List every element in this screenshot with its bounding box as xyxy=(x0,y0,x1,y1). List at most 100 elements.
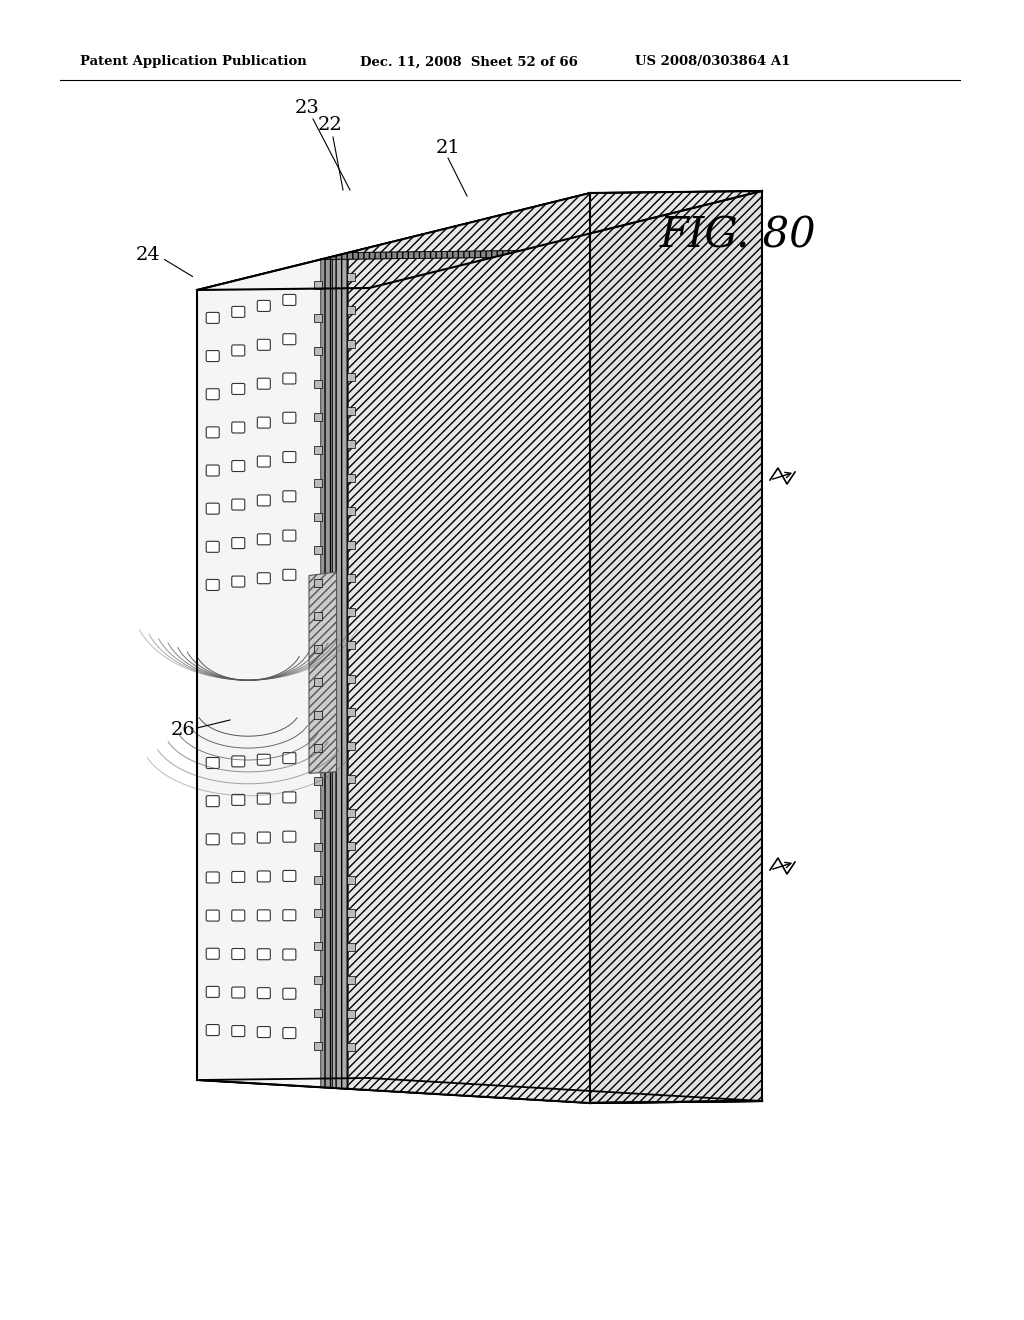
FancyBboxPatch shape xyxy=(283,451,296,462)
FancyBboxPatch shape xyxy=(283,909,296,921)
Text: US 2008/0303864 A1: US 2008/0303864 A1 xyxy=(635,55,791,69)
FancyBboxPatch shape xyxy=(257,379,270,389)
FancyBboxPatch shape xyxy=(206,796,219,807)
FancyBboxPatch shape xyxy=(206,541,219,552)
FancyBboxPatch shape xyxy=(257,417,270,428)
Polygon shape xyxy=(197,193,590,1104)
Polygon shape xyxy=(197,1078,762,1104)
FancyBboxPatch shape xyxy=(257,1027,270,1038)
Bar xyxy=(313,578,322,586)
FancyBboxPatch shape xyxy=(206,351,219,362)
FancyBboxPatch shape xyxy=(206,758,219,768)
Bar xyxy=(347,642,355,649)
FancyBboxPatch shape xyxy=(206,948,219,960)
FancyBboxPatch shape xyxy=(283,870,296,882)
Bar xyxy=(313,347,322,355)
Bar xyxy=(347,875,355,884)
FancyBboxPatch shape xyxy=(206,1024,219,1036)
FancyBboxPatch shape xyxy=(206,834,219,845)
FancyBboxPatch shape xyxy=(257,754,270,766)
Polygon shape xyxy=(590,191,762,1104)
Text: Patent Application Publication: Patent Application Publication xyxy=(80,55,307,69)
FancyBboxPatch shape xyxy=(231,345,245,356)
Bar xyxy=(347,675,355,682)
Polygon shape xyxy=(197,191,762,290)
FancyBboxPatch shape xyxy=(283,334,296,345)
FancyBboxPatch shape xyxy=(283,531,296,541)
Bar xyxy=(313,512,322,520)
Bar xyxy=(313,942,322,950)
FancyBboxPatch shape xyxy=(206,503,219,515)
Bar xyxy=(313,777,322,785)
Polygon shape xyxy=(321,251,520,260)
Bar xyxy=(313,479,322,487)
FancyBboxPatch shape xyxy=(231,422,245,433)
FancyBboxPatch shape xyxy=(231,871,245,883)
FancyBboxPatch shape xyxy=(283,989,296,999)
Bar xyxy=(347,775,355,783)
Bar xyxy=(313,1041,322,1049)
Text: Dec. 11, 2008  Sheet 52 of 66: Dec. 11, 2008 Sheet 52 of 66 xyxy=(360,55,578,69)
Text: 22: 22 xyxy=(317,116,342,135)
FancyBboxPatch shape xyxy=(283,1027,296,1039)
FancyBboxPatch shape xyxy=(257,573,270,583)
Text: 23: 23 xyxy=(295,99,319,117)
FancyBboxPatch shape xyxy=(231,756,245,767)
Bar xyxy=(313,413,322,421)
Bar xyxy=(347,942,355,950)
FancyBboxPatch shape xyxy=(231,576,245,587)
FancyBboxPatch shape xyxy=(257,793,270,804)
Polygon shape xyxy=(309,572,337,774)
Bar xyxy=(313,314,322,322)
Bar xyxy=(347,607,355,616)
FancyBboxPatch shape xyxy=(283,569,296,581)
FancyBboxPatch shape xyxy=(206,465,219,477)
Polygon shape xyxy=(321,256,333,1088)
FancyBboxPatch shape xyxy=(283,374,296,384)
FancyBboxPatch shape xyxy=(231,833,245,843)
Bar xyxy=(313,380,322,388)
FancyBboxPatch shape xyxy=(231,1026,245,1036)
FancyBboxPatch shape xyxy=(231,499,245,510)
Bar xyxy=(313,876,322,884)
Bar xyxy=(313,611,322,620)
Polygon shape xyxy=(197,288,369,1080)
Bar xyxy=(313,1008,322,1016)
Bar xyxy=(313,545,322,553)
FancyBboxPatch shape xyxy=(231,909,245,921)
Bar xyxy=(347,842,355,850)
Bar xyxy=(313,975,322,983)
Bar xyxy=(347,374,355,381)
FancyBboxPatch shape xyxy=(257,533,270,545)
Bar xyxy=(347,541,355,549)
FancyBboxPatch shape xyxy=(231,795,245,805)
FancyBboxPatch shape xyxy=(283,792,296,803)
FancyBboxPatch shape xyxy=(283,832,296,842)
FancyBboxPatch shape xyxy=(283,412,296,424)
Bar xyxy=(347,742,355,750)
Bar xyxy=(347,441,355,449)
Bar xyxy=(313,678,322,686)
FancyBboxPatch shape xyxy=(257,455,270,467)
Bar xyxy=(347,273,355,281)
FancyBboxPatch shape xyxy=(257,871,270,882)
Bar xyxy=(313,711,322,719)
FancyBboxPatch shape xyxy=(206,388,219,400)
FancyBboxPatch shape xyxy=(206,909,219,921)
FancyBboxPatch shape xyxy=(231,537,245,549)
FancyBboxPatch shape xyxy=(257,909,270,921)
Bar xyxy=(347,1010,355,1018)
FancyBboxPatch shape xyxy=(257,495,270,506)
Bar xyxy=(313,810,322,818)
Bar xyxy=(313,281,322,289)
Bar xyxy=(347,474,355,482)
FancyBboxPatch shape xyxy=(257,301,270,312)
FancyBboxPatch shape xyxy=(231,949,245,960)
Bar xyxy=(313,446,322,454)
Bar xyxy=(347,574,355,582)
FancyBboxPatch shape xyxy=(206,426,219,438)
FancyBboxPatch shape xyxy=(206,986,219,998)
Bar xyxy=(347,709,355,717)
FancyBboxPatch shape xyxy=(257,987,270,999)
FancyBboxPatch shape xyxy=(206,873,219,883)
